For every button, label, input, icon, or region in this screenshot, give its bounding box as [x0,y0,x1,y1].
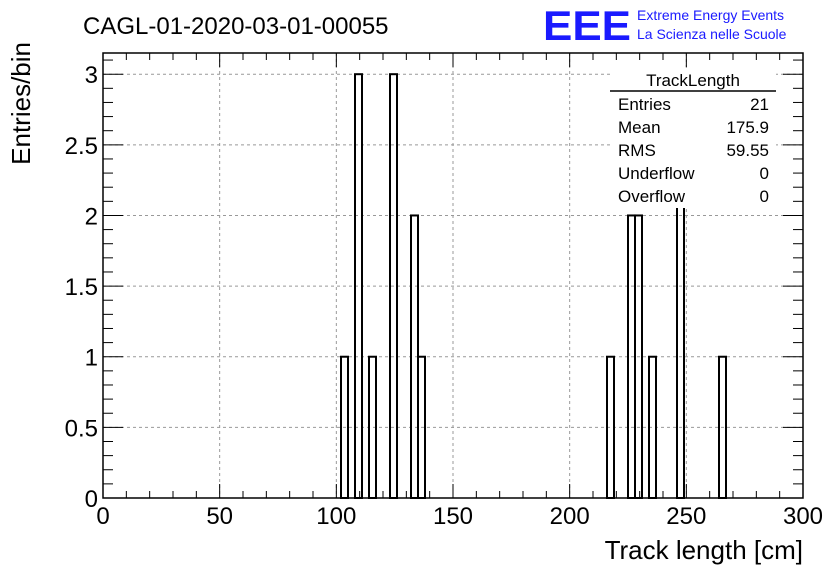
y-tick-label: 1 [85,345,98,372]
grid-lines [103,53,803,498]
stats-value: 0 [760,187,769,206]
stats-value: 0 [760,164,769,183]
x-tick-label: 250 [666,503,706,530]
stats-box-title: TrackLength [646,71,740,90]
x-tick-label: 50 [206,503,233,530]
x-tick-labels: 0 50 100 150 200 250 300 [96,503,823,530]
logo-line-2: La Scienza nelle Scuole [637,26,787,42]
stats-label: Entries [618,95,671,114]
y-axis-label: Entries/bin [6,42,36,165]
x-tick-label: 100 [316,503,356,530]
x-tick-label: 150 [433,503,473,530]
x-axis-label: Track length [cm] [605,535,803,565]
y-tick-label: 0 [85,486,98,513]
stats-label: Underflow [618,164,695,183]
y-tick-label: 0.5 [65,415,98,442]
stats-value: 59.55 [726,141,769,160]
stats-value: 175.9 [726,118,769,137]
x-tick-label: 300 [783,503,823,530]
logo-line-1: Extreme Energy Events [637,7,784,23]
x-tick-label: 200 [550,503,590,530]
stats-box: TrackLength Entries 21 Mean 175.9 RMS 59.55 Un… [610,70,776,208]
y-tick-label: 2 [85,203,98,230]
stats-label: Overflow [618,187,686,206]
x-tick-label: 0 [96,503,109,530]
eee-logo: EEE Extreme Energy Events La Scienza nel… [543,2,787,49]
y-tick-label: 3 [85,62,98,89]
chart-title: CAGL-01-2020-03-01-00055 [83,13,389,40]
axis-ticks [102,53,804,499]
y-tick-labels: 0 0.5 1 1.5 2 2.5 3 [65,62,98,513]
stats-label: Mean [618,118,661,137]
y-tick-label: 2.5 [65,133,98,160]
y-tick-label: 1.5 [65,274,98,301]
stats-value: 21 [750,95,769,114]
histogram-bars [340,73,727,499]
logo-mark: EEE [543,2,631,49]
stats-label: RMS [618,141,656,160]
stats-box-bg [610,70,776,208]
